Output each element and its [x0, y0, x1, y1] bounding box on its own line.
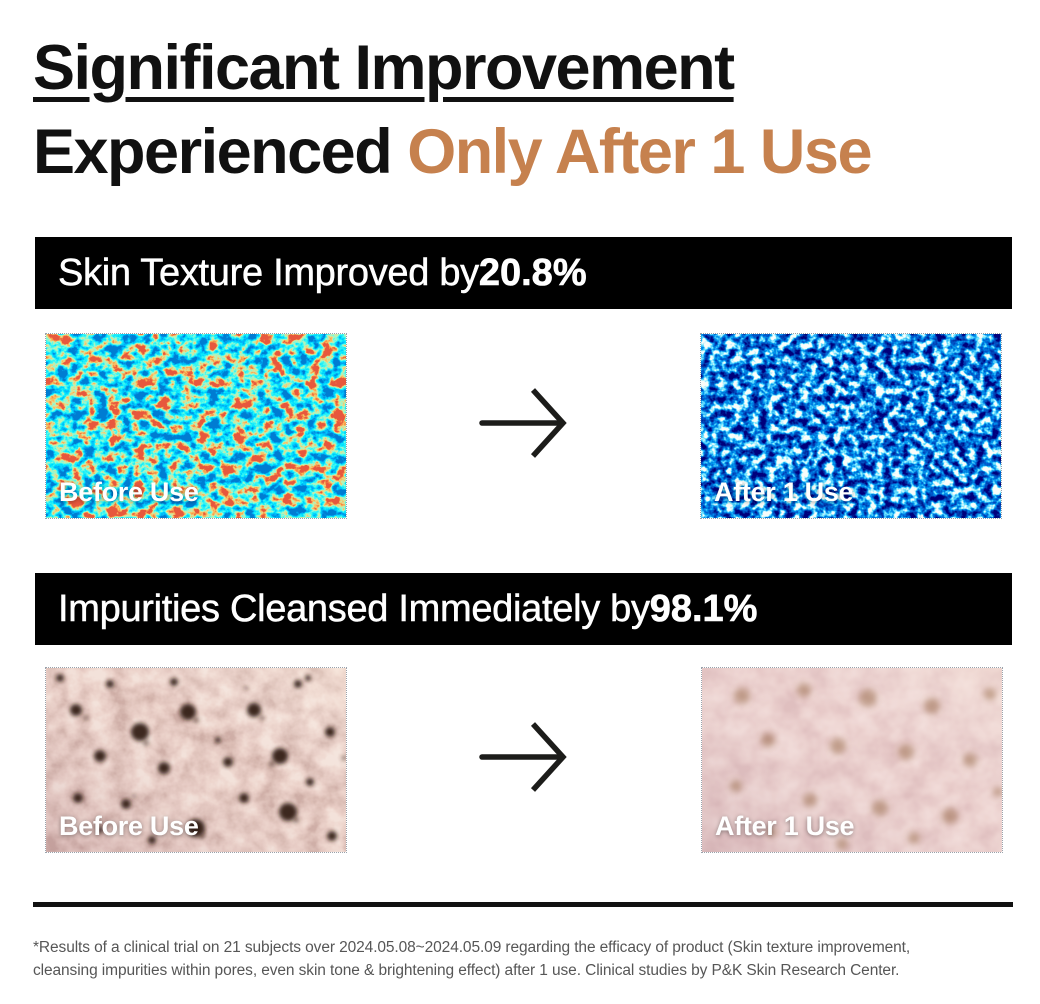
footer-divider — [33, 902, 1013, 907]
right-arrow-icon — [479, 721, 567, 793]
skin-before-image — [46, 668, 346, 852]
clinical-trial-footnote: *Results of a clinical trial on 21 subje… — [33, 936, 1013, 982]
before-use-label: Before Use — [59, 811, 199, 841]
impurities-before-photo: Before Use — [45, 667, 347, 853]
banner-skin-texture-text: Skin Texture Improved by — [58, 251, 480, 294]
banner-skin-texture: Skin Texture Improved by 20.8% — [35, 237, 1012, 309]
headline-line2-highlight: Only After 1 Use — [407, 117, 872, 187]
headline-line2: Experienced Only After 1 Use — [33, 110, 873, 194]
impurities-after-photo: After 1 Use — [701, 667, 1003, 853]
banner-impurities-text: Impurities Cleansed Immediately by — [58, 587, 651, 630]
banner-skin-texture-stat: 20.8% — [478, 251, 587, 294]
skin-after-image — [702, 668, 1002, 852]
footnote-line2: cleansing impurities within pores, even … — [33, 962, 900, 979]
banner-impurities-stat: 98.1% — [649, 587, 758, 630]
heatmap-after-image — [701, 334, 1001, 518]
headline-underlined-text: Significant Improvement — [33, 33, 735, 103]
skin-texture-before-photo: Before Use — [45, 333, 347, 519]
banner-impurities: Impurities Cleansed Immediately by 98.1% — [35, 573, 1012, 645]
after-1-use-label: After 1 Use — [714, 477, 854, 507]
footnote-line1: *Results of a clinical trial on 21 subje… — [33, 939, 911, 956]
headline-line2-prefix: Experienced — [33, 117, 408, 187]
after-1-use-label: After 1 Use — [715, 811, 855, 841]
right-arrow-icon — [479, 387, 567, 459]
heatmap-before-image — [46, 334, 346, 518]
page-title: Significant Improvement Experienced Only… — [33, 26, 873, 194]
skin-texture-after-photo: After 1 Use — [700, 333, 1002, 519]
headline-line1: Significant Improvement — [33, 26, 871, 110]
before-use-label: Before Use — [59, 477, 199, 507]
